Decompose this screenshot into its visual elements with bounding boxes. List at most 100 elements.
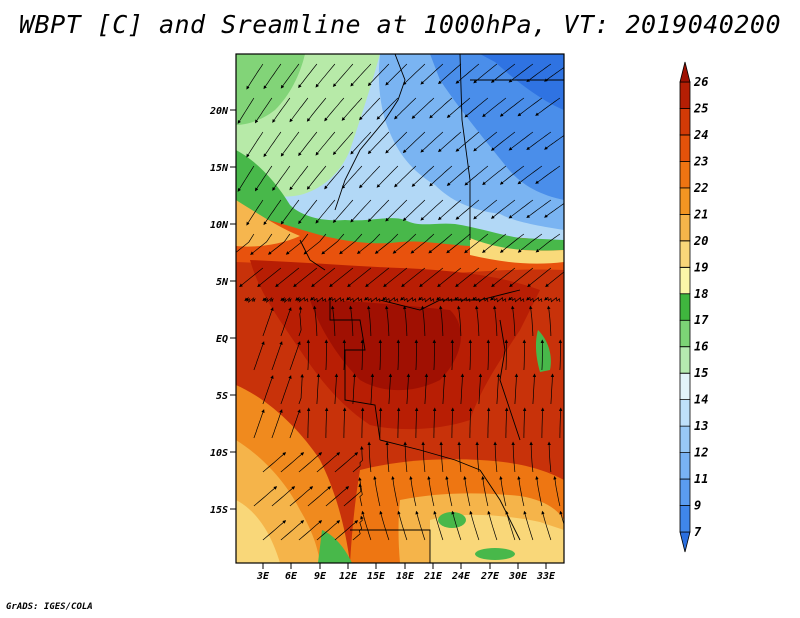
streamline xyxy=(332,63,354,88)
lon-label: 33E xyxy=(536,571,556,582)
streamline xyxy=(402,199,426,222)
streamline xyxy=(508,131,534,151)
streamline xyxy=(455,131,480,152)
streamline xyxy=(298,131,318,157)
streamline xyxy=(544,135,564,150)
streamline xyxy=(432,407,437,438)
streamline xyxy=(420,199,444,221)
streamline xyxy=(379,510,390,541)
streamline xyxy=(421,441,426,473)
streamline xyxy=(529,305,534,337)
streamline xyxy=(331,305,336,337)
streamline xyxy=(388,373,393,405)
streamline xyxy=(514,373,519,405)
colorbar-swatch xyxy=(679,452,691,480)
streamline xyxy=(370,373,375,405)
streamline xyxy=(358,477,363,507)
streamline xyxy=(385,441,390,473)
streamline xyxy=(402,131,426,154)
streamline xyxy=(429,165,453,187)
lat-label: 20N xyxy=(209,106,229,117)
streamline xyxy=(527,267,552,288)
streamline xyxy=(464,233,489,254)
streamline xyxy=(289,341,301,371)
streamline xyxy=(508,296,525,303)
streamline xyxy=(385,63,408,86)
streamline xyxy=(455,199,480,220)
streamline xyxy=(280,63,300,89)
streamline xyxy=(411,97,435,119)
streamline xyxy=(464,97,489,118)
streamline xyxy=(334,520,359,541)
streamline xyxy=(306,97,327,122)
streamline xyxy=(400,296,417,303)
streamline xyxy=(437,63,462,85)
streamline xyxy=(569,375,571,404)
streamline xyxy=(315,63,336,88)
streamline xyxy=(254,97,273,124)
streamline xyxy=(280,452,305,473)
streamline xyxy=(311,267,336,288)
streamline xyxy=(347,267,372,288)
streamline xyxy=(271,341,283,371)
streamline xyxy=(437,267,462,288)
streamline xyxy=(544,296,561,303)
lon-label: 12E xyxy=(339,571,358,582)
lon-label: 9E xyxy=(314,571,327,582)
streamline xyxy=(457,305,462,337)
colorbar-swatch xyxy=(679,213,691,242)
streamline xyxy=(558,339,563,371)
streamline xyxy=(517,97,543,117)
streamline xyxy=(385,305,390,337)
colorbar-label: 18 xyxy=(694,287,708,301)
streamline xyxy=(493,441,498,473)
streamline xyxy=(315,199,336,224)
streamline xyxy=(310,296,327,303)
streamline xyxy=(411,165,435,187)
streamline xyxy=(356,233,381,254)
streamline xyxy=(490,63,516,83)
streamline xyxy=(493,305,498,337)
streamline xyxy=(324,97,345,122)
lon-label: 6E xyxy=(285,571,298,582)
streamline xyxy=(450,407,455,438)
colorbar-label: 14 xyxy=(694,393,708,407)
streamline xyxy=(298,306,303,337)
streamline xyxy=(307,486,332,507)
streamline xyxy=(263,63,282,90)
streamline xyxy=(553,475,561,507)
streamline xyxy=(382,296,399,303)
streamline xyxy=(540,407,545,438)
streamline xyxy=(491,267,516,288)
streamline xyxy=(541,510,552,541)
streamline xyxy=(487,510,498,541)
colorbar-swatch xyxy=(679,240,691,268)
streamline xyxy=(535,165,561,184)
streamline xyxy=(397,510,408,541)
streamline xyxy=(486,407,491,438)
streamline xyxy=(298,63,318,89)
streamline xyxy=(376,97,399,120)
streamline xyxy=(415,510,426,541)
streamline xyxy=(424,373,429,405)
colorbar-label: 16 xyxy=(694,340,708,354)
streamline xyxy=(244,296,256,304)
streamline xyxy=(486,339,491,371)
streamline xyxy=(420,131,444,153)
streamline xyxy=(275,267,300,288)
streamline xyxy=(403,441,408,473)
colorbar-swatch xyxy=(679,187,691,215)
colorbar-swatch xyxy=(679,161,691,189)
streamline xyxy=(316,520,341,541)
streamline xyxy=(367,305,372,337)
lat-label: 15S xyxy=(210,505,228,516)
streamline xyxy=(529,441,534,473)
colorbar-swatch xyxy=(679,266,691,295)
streamline xyxy=(439,441,444,473)
streamline xyxy=(403,305,408,337)
streamline xyxy=(262,296,274,304)
streamline xyxy=(475,441,480,473)
streamline xyxy=(350,131,372,155)
streamline xyxy=(414,407,419,438)
streamline xyxy=(367,199,390,223)
